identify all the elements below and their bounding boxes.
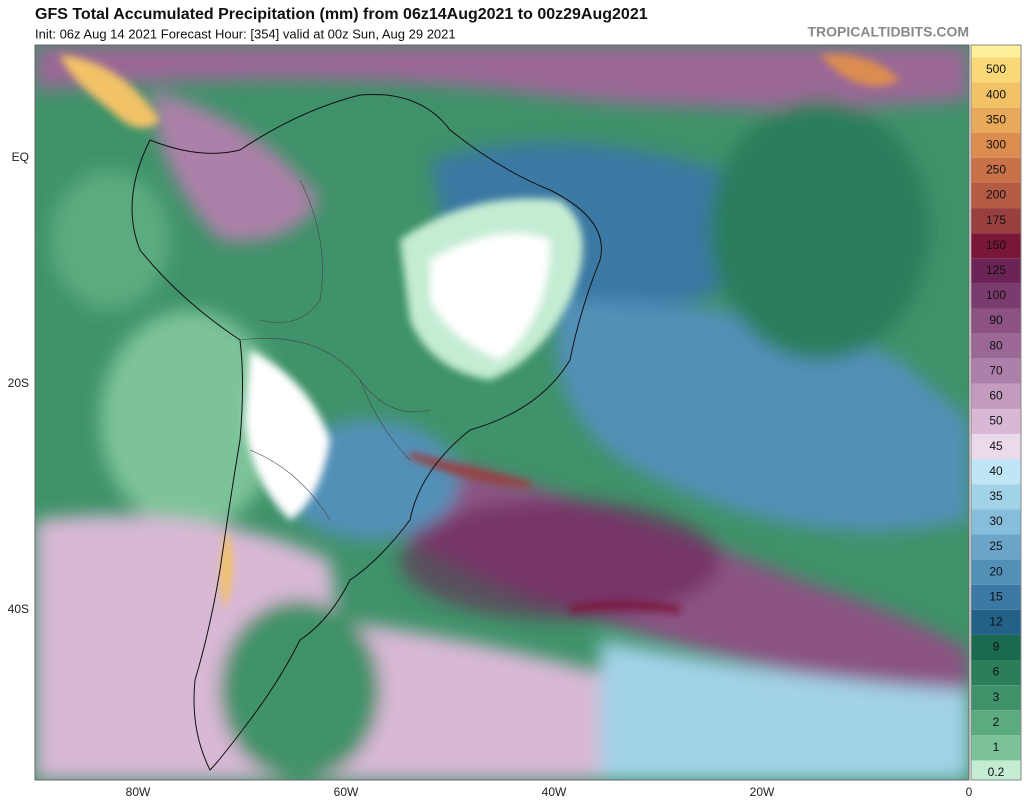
colorbar-label: 50 bbox=[989, 414, 1003, 428]
colorbar-cell bbox=[971, 685, 1021, 711]
colorbar-cell bbox=[971, 408, 1021, 435]
colorbar-cell bbox=[971, 434, 1021, 460]
colorbar-cell bbox=[971, 534, 1021, 560]
colorbar-label: 2 bbox=[993, 715, 1000, 729]
lat-label: 40S bbox=[8, 602, 29, 616]
colorbar-cell bbox=[971, 559, 1021, 585]
colorbar-label: 25 bbox=[989, 539, 1003, 553]
colorbar-cell bbox=[971, 760, 1021, 780]
colorbar-frame bbox=[970, 44, 1022, 781]
colorbar-cell bbox=[971, 182, 1021, 209]
lon-label: 40W bbox=[542, 785, 567, 799]
colorbar-cell bbox=[971, 609, 1021, 635]
map-frame bbox=[34, 44, 970, 781]
colorbar-cell bbox=[971, 358, 1021, 384]
colorbar-cell bbox=[971, 584, 1021, 610]
lat-label: 20S bbox=[8, 376, 29, 390]
colorbar-label: 200 bbox=[986, 188, 1006, 202]
colorbar-label: 350 bbox=[986, 112, 1006, 126]
colorbar-cell bbox=[971, 459, 1021, 485]
colorbar-cell bbox=[971, 660, 1021, 686]
colorbar-label: 70 bbox=[989, 363, 1003, 377]
colorbar-cell bbox=[971, 208, 1021, 234]
lon-label: 20W bbox=[750, 785, 775, 799]
colorbar-label: 500 bbox=[986, 62, 1006, 76]
lon-label: 60W bbox=[334, 785, 359, 799]
colorbar-cell bbox=[971, 710, 1021, 736]
colorbar-label: 45 bbox=[989, 439, 1003, 453]
colorbar-label: 30 bbox=[989, 514, 1003, 528]
colorbar-cell bbox=[971, 107, 1021, 133]
lat-label: EQ bbox=[12, 150, 29, 164]
colorbar-cell bbox=[971, 132, 1021, 158]
colorbar-label: 300 bbox=[986, 137, 1006, 151]
colorbar-cell bbox=[971, 258, 1021, 284]
colorbar-cell bbox=[971, 45, 1021, 58]
colorbar-label: 20 bbox=[989, 564, 1003, 578]
subtitle: Init: 06z Aug 14 2021 Forecast Hour: [35… bbox=[35, 26, 456, 41]
colorbar-label: 9 bbox=[993, 640, 1000, 654]
colorbar-label: 175 bbox=[986, 213, 1006, 227]
colorbar-cell bbox=[971, 735, 1021, 761]
lon-label: 80W bbox=[126, 785, 151, 799]
colorbar-label: 0.2 bbox=[988, 765, 1005, 779]
colorbar-cell bbox=[971, 634, 1021, 661]
colorbar-cell bbox=[971, 484, 1021, 510]
colorbar-label: 150 bbox=[986, 238, 1006, 252]
colorbar-label: 400 bbox=[986, 87, 1006, 101]
colorbar-label: 250 bbox=[986, 163, 1006, 177]
colorbar-cell bbox=[971, 233, 1021, 259]
colorbar-label: 60 bbox=[989, 389, 1003, 403]
colorbar-cell bbox=[971, 82, 1021, 108]
colorbar-label: 100 bbox=[986, 288, 1006, 302]
colorbar-cell bbox=[971, 308, 1021, 334]
colorbar-label: 6 bbox=[993, 665, 1000, 679]
lon-label: 0 bbox=[966, 785, 973, 799]
title: GFS Total Accumulated Precipitation (mm)… bbox=[35, 6, 648, 23]
precip-map bbox=[35, 45, 969, 780]
colorbar-label: 1 bbox=[993, 740, 1000, 754]
colorbar-label: 12 bbox=[989, 615, 1003, 629]
colorbar-cell bbox=[971, 333, 1021, 359]
colorbar-label: 3 bbox=[993, 690, 1000, 704]
colorbar-label: 125 bbox=[986, 263, 1006, 277]
colorbar-cell bbox=[971, 383, 1021, 409]
colorbar-label: 40 bbox=[989, 464, 1003, 478]
colorbar-label: 15 bbox=[989, 589, 1003, 603]
colorbar-label: 35 bbox=[989, 489, 1003, 503]
colorbar-label: 90 bbox=[989, 313, 1003, 327]
colorbar-cell bbox=[971, 157, 1021, 183]
colorbar-label: 80 bbox=[989, 338, 1003, 352]
colorbar-cell bbox=[971, 57, 1021, 83]
colorbar-cell bbox=[971, 509, 1021, 535]
source: TROPICALTIDBITS.COM bbox=[807, 24, 969, 40]
colorbar-cell bbox=[971, 283, 1021, 309]
